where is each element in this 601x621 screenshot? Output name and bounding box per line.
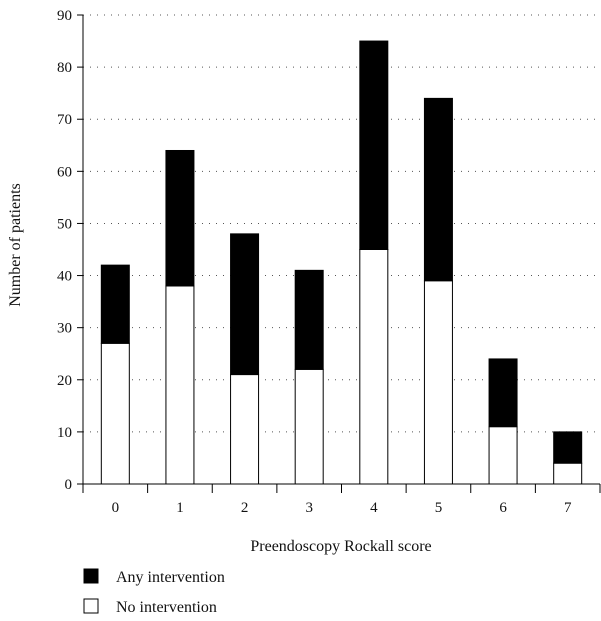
- y-tick-label: 10: [57, 425, 72, 441]
- no-intervention-bar: [294, 368, 324, 485]
- x-tick-label: 6: [499, 500, 507, 516]
- any-intervention-bar: [294, 269, 324, 370]
- any-intervention-bar: [359, 40, 389, 250]
- y-tick-label: 30: [57, 321, 72, 337]
- y-tick-label: 50: [57, 216, 72, 232]
- x-ticks: 0 1 2 3 4 5 6 7: [82, 484, 601, 516]
- legend-label-no-intervention: No intervention: [116, 599, 217, 616]
- no-intervention-bar: [359, 249, 389, 485]
- y-tick-label: 70: [57, 112, 72, 128]
- no-intervention-bar: [423, 280, 453, 485]
- any-intervention-bar: [100, 264, 130, 344]
- no-intervention-bar: [165, 285, 195, 485]
- y-tick-label: 80: [57, 60, 72, 76]
- gridlines: [83, 14, 600, 433]
- any-intervention-bar: [165, 149, 195, 287]
- y-tick-label: 0: [65, 477, 73, 493]
- legend: Any intervention No intervention: [83, 568, 225, 616]
- legend-swatch-no-intervention: [83, 598, 99, 614]
- y-ticks: 0 10 20 30 40 50 60 70 80 90: [57, 8, 83, 493]
- x-tick-label: 2: [241, 500, 249, 516]
- bars: [100, 40, 583, 485]
- y-axis-label: Number of patients: [7, 183, 24, 307]
- any-intervention-bar: [423, 97, 453, 282]
- y-tick-label: 60: [57, 164, 72, 180]
- axes: [82, 15, 600, 485]
- any-intervention-bar: [488, 358, 518, 428]
- legend-swatch-any-intervention: [83, 568, 99, 584]
- x-tick-label: 0: [112, 500, 120, 516]
- any-intervention-bar: [230, 233, 260, 376]
- x-tick-label: 5: [435, 500, 443, 516]
- any-intervention-bar: [553, 431, 583, 464]
- y-tick-label: 20: [57, 373, 72, 389]
- no-intervention-bar: [488, 426, 518, 485]
- x-tick-label: 7: [564, 500, 572, 516]
- x-axis-label: Preendoscopy Rockall score: [250, 538, 431, 555]
- no-intervention-bar: [553, 462, 583, 485]
- no-intervention-bar: [230, 374, 260, 485]
- x-tick-label: 3: [305, 500, 313, 516]
- legend-label-any-intervention: Any intervention: [116, 569, 225, 586]
- y-tick-label: 40: [57, 269, 72, 285]
- x-tick-label: 1: [176, 500, 184, 516]
- no-intervention-bar: [100, 342, 130, 485]
- x-tick-label: 4: [370, 500, 378, 516]
- y-tick-label: 90: [57, 8, 72, 24]
